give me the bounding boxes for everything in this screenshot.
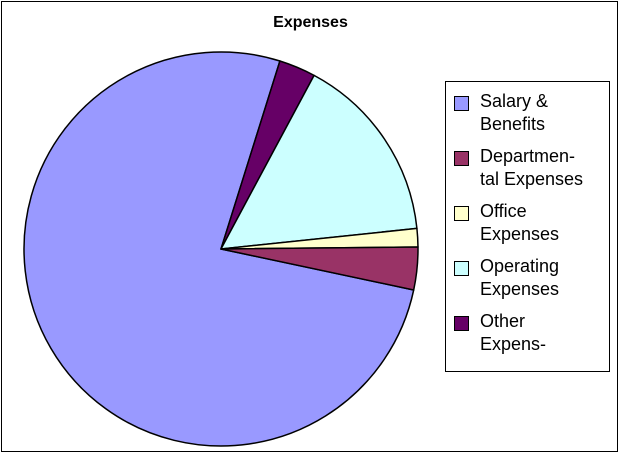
legend-swatch-departmental-expenses — [454, 151, 469, 166]
legend-item-office-expenses: Office Expenses — [454, 200, 604, 254]
chart-title: Expenses — [273, 14, 348, 31]
legend-label-departmental-expenses: Departmen- tal Expenses — [480, 146, 584, 189]
slice-operating-expenses — [220, 74, 418, 250]
legend-swatch-salary-benefits — [454, 96, 469, 111]
slice-salary-benefits — [23, 51, 415, 447]
legend-item-other-expenses: Other Expens- — [454, 310, 604, 364]
legend-swatch-operating-expenses — [454, 261, 469, 276]
legend-swatch-other-expenses — [454, 316, 469, 331]
legend-item-operating-expenses: Operating Expenses — [454, 255, 604, 309]
legend-label-office-expenses: Office Expenses — [480, 201, 560, 244]
legend: Salary & Benefits Departmen- tal Expense… — [445, 81, 610, 372]
slice-departmental-expenses — [220, 246, 419, 291]
legend-label-operating-expenses: Operating Expenses — [480, 256, 560, 299]
legend-label-salary-benefits: Salary & Benefits — [480, 91, 549, 134]
legend-item-salary-benefits: Salary & Benefits — [454, 90, 604, 144]
legend-label-other-expenses: Other Expens- — [480, 311, 547, 354]
legend-item-departmental-expenses: Departmen- tal Expenses — [454, 145, 604, 199]
legend-swatch-office-expenses — [454, 206, 469, 221]
